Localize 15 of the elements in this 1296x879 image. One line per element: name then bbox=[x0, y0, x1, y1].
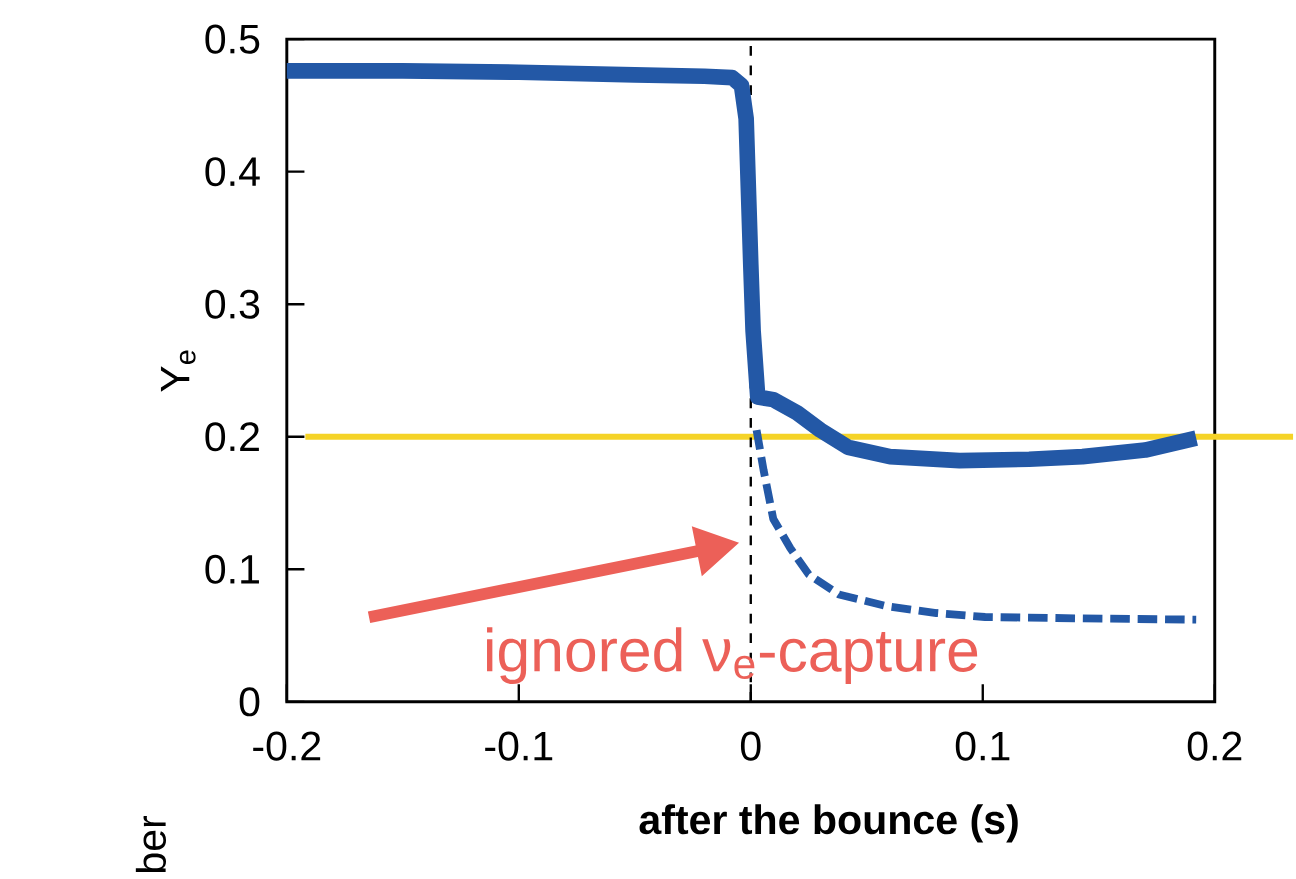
x-tick-label: -0.2 bbox=[253, 731, 321, 761]
x-tick-label: 0.1 bbox=[955, 731, 1010, 761]
y-tick-label: 0.1 bbox=[205, 554, 259, 584]
y-tick-label: 0.3 bbox=[205, 289, 260, 319]
annotation: ignored ν$_{e}$-capture bbox=[487, 627, 978, 684]
x-tick-label: -0.1 bbox=[485, 731, 553, 761]
y-tick-label: 0.5 bbox=[205, 24, 260, 54]
x-tick-label: 0.2 bbox=[1187, 731, 1242, 761]
x-tick-label: 0 bbox=[740, 731, 761, 761]
y-tick-label: 0.2 bbox=[205, 422, 259, 452]
y-tick-label: 0 bbox=[239, 687, 260, 717]
x-axis-title: after the bounce (s) bbox=[639, 804, 1018, 843]
y-tick-label: 0.4 bbox=[205, 157, 260, 187]
y-axis-title: Y$_{e}$ bbox=[160, 350, 196, 392]
text: ber bbox=[135, 815, 167, 873]
